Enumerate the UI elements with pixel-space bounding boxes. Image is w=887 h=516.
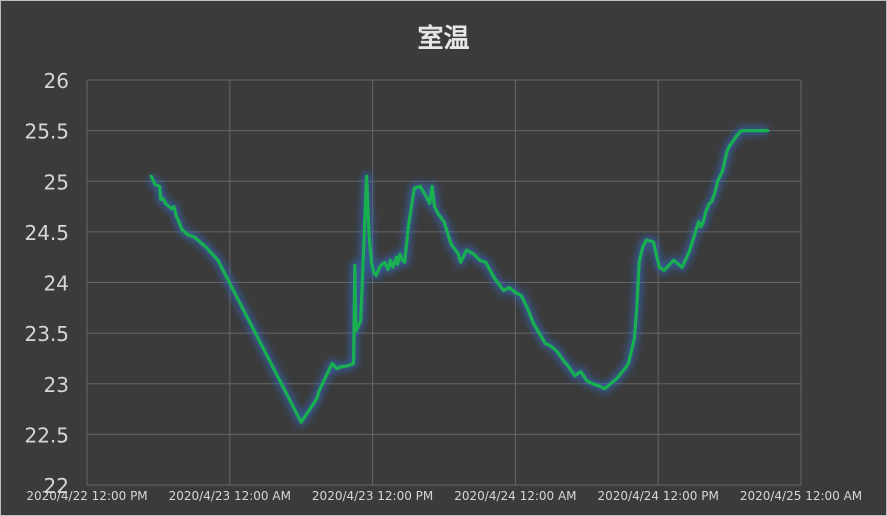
y-tick-label: 22.5: [24, 423, 69, 447]
x-tick-label: 2020/4/24 12:00 AM: [454, 489, 576, 503]
series-glow: [147, 126, 771, 427]
series-line: [149, 129, 770, 424]
x-tick-label: 2020/4/25 12:00 AM: [740, 489, 862, 503]
y-tick-label: 25: [44, 170, 69, 194]
y-tick-label: 23.5: [24, 322, 69, 346]
y-tick-label: 25.5: [24, 120, 69, 144]
grid-lines: [86, 79, 802, 486]
x-tick-label: 2020/4/24 12:00 PM: [598, 489, 719, 503]
x-tick-label: 2020/4/23 12:00 PM: [312, 489, 433, 503]
chart-title: 室温: [417, 24, 470, 54]
x-tick-label: 2020/4/23 12:00 AM: [169, 489, 291, 503]
y-tick-label: 24.5: [24, 221, 69, 245]
y-axis-ticks: 22 22.5 23 23.5 24 24.5 25 25.5 26: [24, 69, 69, 498]
y-tick-label: 22: [44, 474, 69, 498]
series-layer: [147, 126, 771, 427]
x-tick-label: 2020/4/22 12:00 PM: [26, 489, 147, 503]
x-axis-ticks: 2020/4/22 12:00 PM 2020/4/23 12:00 AM 2020…: [26, 489, 862, 503]
y-tick-label: 23: [44, 373, 69, 397]
y-tick-label: 26: [44, 69, 69, 93]
y-tick-label: 24: [44, 272, 69, 296]
